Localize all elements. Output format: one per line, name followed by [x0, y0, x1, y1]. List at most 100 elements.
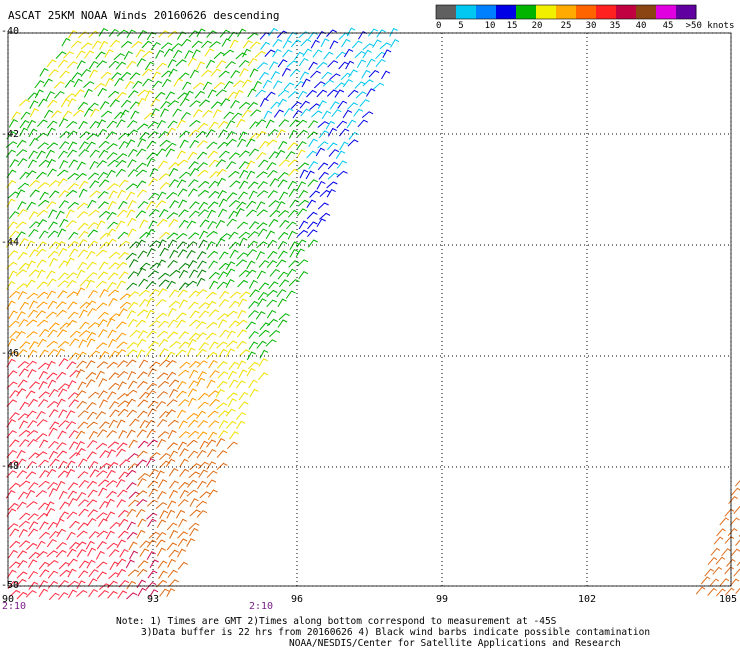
- wind-barb: [45, 91, 55, 100]
- wind-barb: [177, 548, 187, 558]
- wind-barb: [208, 420, 220, 428]
- wind-barb: [99, 462, 111, 470]
- wind-barb: [45, 149, 55, 159]
- wind-barb: [226, 392, 238, 400]
- wind-barb: [168, 489, 178, 499]
- wind-barb: [46, 270, 56, 279]
- wind-barb: [125, 252, 137, 261]
- wind-barb: [109, 561, 119, 570]
- wind-barb: [86, 480, 98, 489]
- wind-barb: [733, 506, 740, 515]
- wind-barb: [734, 479, 740, 487]
- wind-barb: [126, 508, 137, 517]
- wind-barb: [188, 301, 199, 310]
- wind-barb: [28, 269, 40, 277]
- wind-barb: [156, 372, 169, 380]
- wind-barb: [88, 430, 98, 440]
- wind-barb: [85, 360, 96, 369]
- wind-barb: [189, 463, 201, 471]
- wind-barb: [137, 399, 149, 407]
- wind-barb: [318, 130, 329, 139]
- wind-barb: [49, 421, 60, 430]
- wind-barb: [735, 539, 740, 546]
- wind-barb: [118, 240, 131, 248]
- wind-barb: [158, 348, 169, 357]
- wind-barb: [288, 129, 298, 139]
- wind-barb: [114, 77, 124, 87]
- legend-label: 10: [484, 21, 496, 31]
- wind-barb: [265, 91, 276, 100]
- wind-barb: [67, 130, 78, 139]
- legend-swatch: [656, 5, 677, 19]
- wind-barb: [127, 453, 139, 461]
- wind-barb: [65, 257, 75, 267]
- wind-barb: [137, 97, 147, 107]
- note-line-2: 3)Data buffer is 22 hrs from 20160626 4)…: [141, 627, 651, 638]
- wind-barb: [53, 81, 65, 89]
- wind-barb: [145, 458, 156, 467]
- wind-barb: [36, 540, 46, 550]
- wind-barb: [168, 289, 180, 298]
- wind-barb: [117, 509, 129, 518]
- wind-barb: [278, 191, 289, 201]
- wind-barb: [266, 260, 278, 269]
- wind-barb: [106, 391, 117, 400]
- wind-barb: [198, 342, 209, 351]
- wind-barb: [26, 170, 37, 179]
- wind-barb: [117, 360, 128, 368]
- wind-barb: [287, 180, 297, 190]
- lon-label: 90: [1, 594, 15, 605]
- wind-barb: [245, 321, 256, 330]
- wind-barb: [47, 570, 59, 579]
- wind-barb: [86, 518, 97, 527]
- wind-barb: [73, 78, 83, 88]
- wind-barb: [74, 89, 85, 98]
- wind-barb: [95, 370, 105, 380]
- wind-barb: [76, 530, 88, 538]
- wind-barb: [127, 271, 139, 279]
- lon-label: 96: [290, 594, 304, 605]
- wind-barb: [716, 588, 726, 597]
- wind-barb: [166, 509, 176, 519]
- wind-barb: [105, 480, 118, 487]
- wind-barb: [196, 449, 207, 459]
- lat-label: -44: [1, 237, 20, 248]
- wind-barb: [49, 257, 58, 267]
- wind-barb: [57, 290, 68, 299]
- legend-swatch: [636, 5, 657, 19]
- wind-barb: [724, 587, 735, 596]
- wind-barb: [80, 42, 93, 50]
- wind-barb: [127, 291, 140, 299]
- wind-barb: [115, 168, 126, 177]
- wind-barb: [256, 201, 266, 210]
- wind-barb: [127, 200, 137, 209]
- wind-barb: [248, 148, 260, 157]
- wind-barb: [108, 297, 118, 307]
- wind-barb: [48, 488, 58, 497]
- wind-barb: [109, 521, 121, 530]
- wind-barb: [307, 239, 318, 248]
- wind-barb: [66, 291, 78, 299]
- wind-barb: [336, 120, 348, 129]
- wind-barb: [189, 498, 199, 507]
- wind-barb: [58, 272, 69, 281]
- wind-barb: [197, 122, 209, 131]
- wind-barb: [77, 458, 88, 467]
- wind-barb: [298, 220, 309, 230]
- wind-barb: [118, 132, 130, 140]
- wind-barb: [66, 361, 77, 370]
- wind-barb: [228, 231, 239, 240]
- wind-barb: [206, 141, 218, 149]
- wind-barb: [51, 110, 62, 119]
- wind-barb: [68, 497, 78, 507]
- wind-barb: [35, 310, 47, 319]
- wind-barb: [86, 250, 96, 260]
- wind-barb: [218, 430, 228, 439]
- wind-barb: [167, 100, 179, 108]
- wind-barb: [225, 120, 236, 129]
- wind-barb: [39, 469, 50, 479]
- wind-barb: [48, 180, 60, 188]
- wind-barb: [282, 49, 293, 58]
- wind-barb: [186, 250, 196, 259]
- wind-barb: [17, 559, 28, 569]
